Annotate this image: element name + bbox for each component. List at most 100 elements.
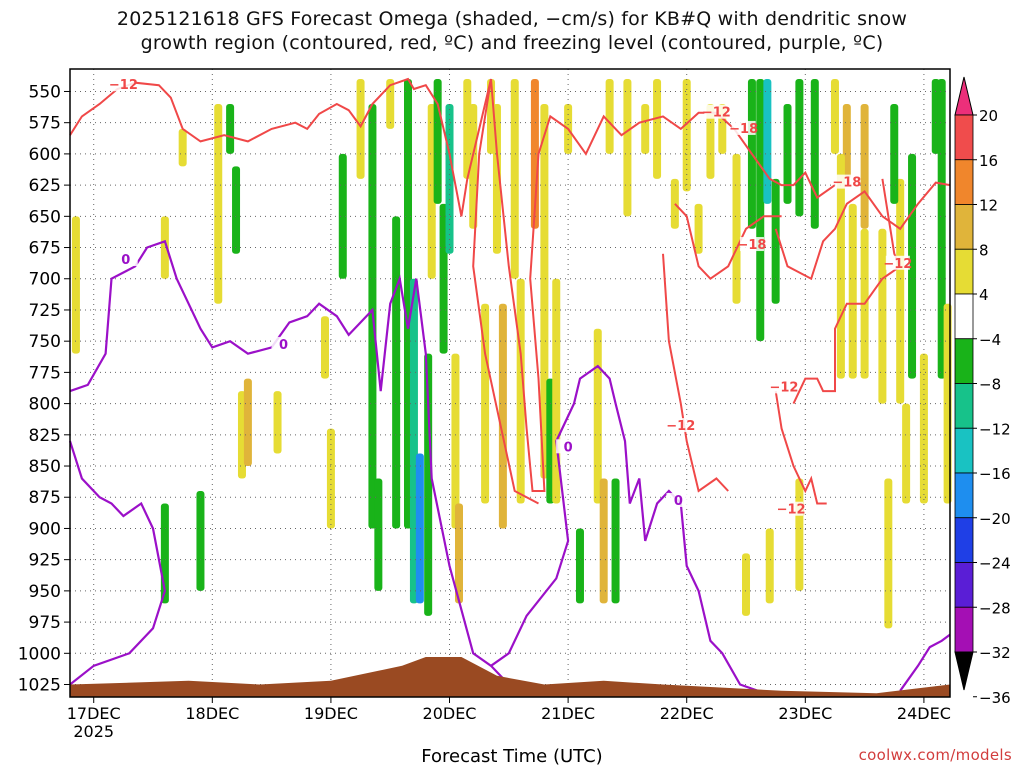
- x-axis-label: Forecast Time (UTC): [421, 746, 603, 767]
- isotherm-line: [472, 78, 539, 505]
- omega-cell: [795, 478, 804, 591]
- contour-label-bg: [704, 104, 729, 119]
- y-tick-label: 800: [29, 395, 61, 415]
- x-tick-label: 17DEC: [67, 704, 121, 723]
- contour-label-bg: [771, 379, 796, 394]
- y-tick-label: 725: [29, 301, 61, 321]
- contour-label-bg: [111, 77, 136, 92]
- contour-label: 0: [121, 253, 130, 268]
- omega-cell: [593, 328, 602, 504]
- contour-label: −12: [777, 503, 806, 518]
- omega-cell: [575, 528, 584, 604]
- omega-cell: [682, 78, 691, 192]
- colorbar-tick-label: 20: [979, 107, 998, 125]
- omega-cell: [937, 78, 946, 379]
- omega-cell: [732, 153, 741, 304]
- omega-cell: [756, 78, 765, 342]
- colorbar-band: [954, 517, 974, 563]
- contour-label: −12: [702, 106, 731, 121]
- y-tick-label: 550: [29, 82, 61, 102]
- x-tick-label: 21DEC: [541, 704, 595, 723]
- colorbar-top-arrow: [954, 76, 974, 116]
- terrain-ground: [70, 657, 950, 697]
- colorbar-tick-label: −8: [979, 376, 1001, 394]
- omega-cell: [795, 78, 804, 217]
- colorbar-tick-label: −24: [979, 555, 1011, 573]
- x-tick-label: 22DEC: [660, 704, 714, 723]
- omega-cell: [771, 178, 780, 304]
- contour-label: 0: [674, 494, 683, 509]
- omega-cell: [623, 78, 632, 217]
- colorbar-tick-label: −32: [979, 644, 1011, 662]
- colorbar-tick-label: 8: [979, 241, 989, 259]
- isotherm-line: [662, 253, 729, 493]
- y-tick-label: 750: [29, 332, 61, 352]
- omega-cell: [232, 166, 241, 254]
- x-tick-label: 24DEC: [897, 704, 951, 723]
- omega-cell: [273, 391, 282, 454]
- omega-cell: [451, 353, 460, 529]
- omega-cell: [902, 403, 911, 504]
- omega-cell: [605, 78, 614, 154]
- colorbar-band: [954, 338, 974, 384]
- omega-cell: [415, 453, 424, 604]
- y-tick-label: 825: [29, 426, 61, 446]
- omega-cell: [424, 353, 433, 616]
- contour-label-bg: [731, 120, 756, 135]
- contour-label: −12: [883, 257, 912, 272]
- isotherm-line: [674, 203, 782, 281]
- omega-cell: [498, 303, 507, 529]
- isotherm-line: [490, 78, 836, 492]
- omega-cell: [392, 216, 401, 529]
- contour-label: −12: [769, 380, 798, 395]
- colorbar-tick-label: −16: [979, 465, 1011, 483]
- omega-cell: [765, 528, 774, 604]
- colorbar-band: [954, 383, 974, 429]
- omega-cell: [243, 378, 252, 467]
- contour-label: −18: [737, 238, 766, 253]
- omega-cell: [599, 478, 608, 604]
- freezing-level-line: [69, 239, 504, 680]
- omega-cell: [611, 478, 620, 604]
- omega-cell: [320, 316, 329, 379]
- source-credit: coolwx.com/models: [858, 746, 1012, 764]
- freezing-level-line: [899, 633, 951, 692]
- isotherm-line: [774, 181, 951, 281]
- freezing-level-contours: [68, 239, 951, 692]
- contour-label-bg: [668, 418, 693, 433]
- y-tick-label: 600: [29, 145, 61, 165]
- y-tick-label: 875: [29, 488, 61, 508]
- omega-cell: [356, 78, 365, 179]
- y-tick-label: 900: [29, 519, 61, 539]
- colorbar-tick-label: −12: [979, 420, 1011, 438]
- chart-title-line2: growth region (contoured, red, ºC) and f…: [140, 32, 884, 54]
- colorbar-band: [954, 562, 974, 608]
- omega-cell: [694, 203, 703, 254]
- y-tick-label: 675: [29, 239, 61, 259]
- x-tick-sublabel: 2025: [73, 722, 114, 741]
- y-tick-label: 1000: [18, 644, 61, 664]
- omega-cell: [71, 216, 80, 354]
- contour-label-bg: [779, 501, 804, 516]
- contour-label: 0: [564, 440, 573, 455]
- y-tick-label: 650: [29, 207, 61, 227]
- omega-cell: [742, 553, 751, 616]
- colorbar-tick-label: 16: [979, 152, 998, 170]
- x-tick-label: 20DEC: [423, 704, 477, 723]
- colorbar-bottom-arrow: [954, 651, 974, 691]
- y-tick-label: 575: [29, 114, 61, 134]
- colorbar-band: [954, 159, 974, 205]
- contour-label-bg: [113, 252, 138, 267]
- omega-cell: [492, 103, 501, 254]
- colorbar-band: [954, 427, 974, 474]
- isotherm-line: [69, 77, 492, 217]
- colorbar-tick-label: 4: [979, 286, 989, 304]
- x-tick-label: 19DEC: [304, 704, 358, 723]
- colorbar-band: [954, 248, 974, 295]
- omega-cell: [670, 178, 679, 229]
- omega-cell: [510, 78, 519, 279]
- contour-label-bg: [271, 336, 296, 351]
- colorbar-tick-label: −4: [979, 331, 1001, 349]
- y-tick-label: 925: [29, 551, 61, 571]
